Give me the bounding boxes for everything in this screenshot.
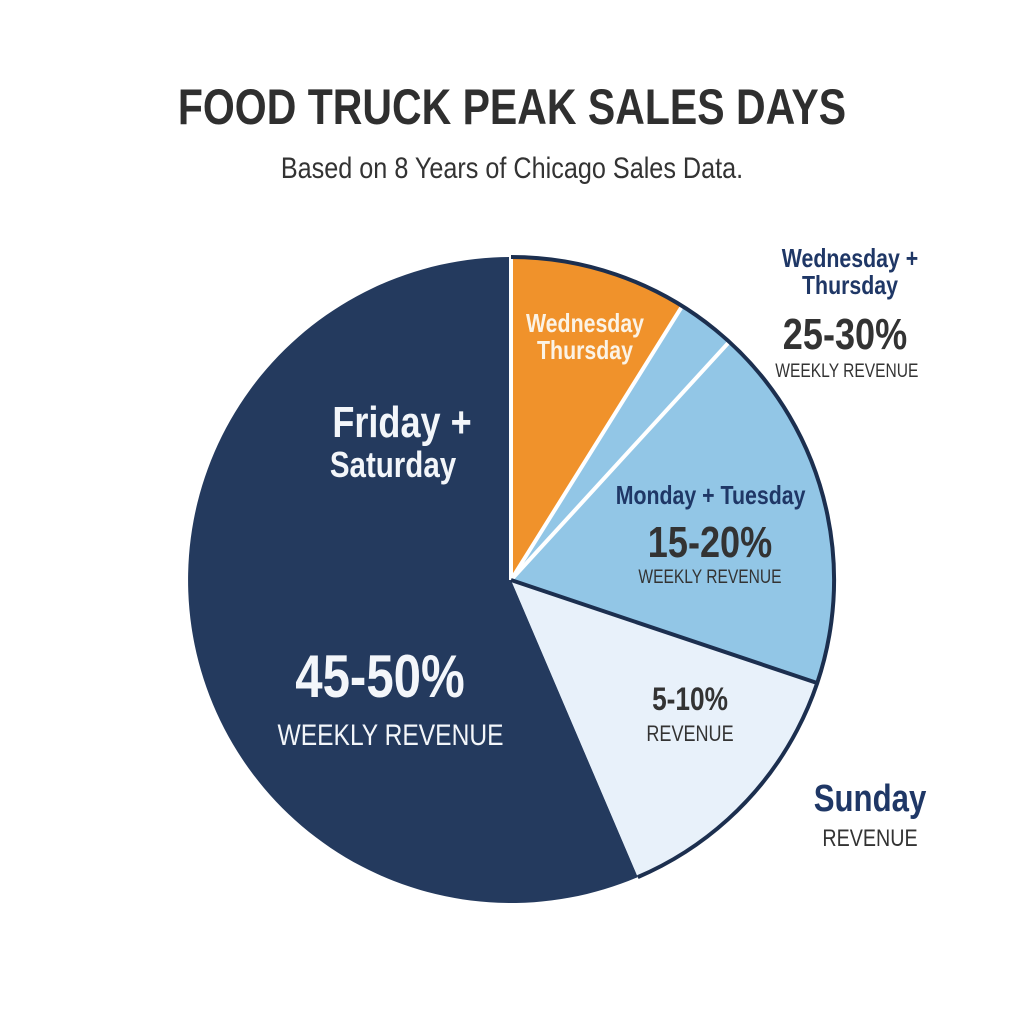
label-sunday-name: Sunday xyxy=(813,778,927,820)
slice-sunday xyxy=(511,580,818,878)
slice-monday-tuesday xyxy=(511,341,834,683)
slice-friday-saturday xyxy=(188,257,638,903)
label-mon-tue-unit: WEEKLY REVENUE xyxy=(638,567,782,588)
label-fri-sat-line2: Saturday xyxy=(329,444,457,486)
label-wed-thu-inside: Wednesday Thursday xyxy=(524,308,647,366)
slice-wednesday-thursday xyxy=(511,257,683,580)
chart-title: FOOD TRUCK PEAK SALES DAYS xyxy=(177,79,847,135)
separator-sunday xyxy=(510,578,818,685)
label-fri-sat-line1: Friday + xyxy=(332,398,472,447)
label-fri-sat-unit: WEEKLY REVENUE xyxy=(277,719,504,752)
pie-outline xyxy=(510,255,837,879)
separator-orange xyxy=(509,305,684,582)
label-wed-thu-unit: WEEKLY REVENUE xyxy=(775,361,919,382)
label-mon-tue-value: 15-20% xyxy=(647,518,773,567)
label-wed-thu-outside-name: Wednesday + Thursday xyxy=(776,243,924,301)
label-fri-sat-name: Friday + Saturday xyxy=(312,398,492,486)
label-mon-tue-name: Monday + Tuesday xyxy=(615,480,806,510)
label-fri-sat-value: 45-50% xyxy=(295,643,465,710)
label-sunday-value: 5-10% xyxy=(652,681,728,717)
label-wed-thu-value: 25-30% xyxy=(782,310,908,359)
slice-thin xyxy=(511,306,730,580)
label-wed-thu-outside-line2: Thursday xyxy=(802,270,898,301)
label-wed-thu-outside-line1: Wednesday + xyxy=(781,243,919,273)
label-sunday-unit-inside: REVENUE xyxy=(646,721,734,746)
chart-subtitle: Based on 8 Years of Chicago Sales Data. xyxy=(280,152,744,185)
label-wed-thu-inside-line2: Thursday xyxy=(537,335,633,366)
label-wed-thu-inside-line1: Wednesday xyxy=(525,308,645,338)
label-sunday-unit-outside: REVENUE xyxy=(822,825,918,852)
separator-thin xyxy=(509,340,731,582)
